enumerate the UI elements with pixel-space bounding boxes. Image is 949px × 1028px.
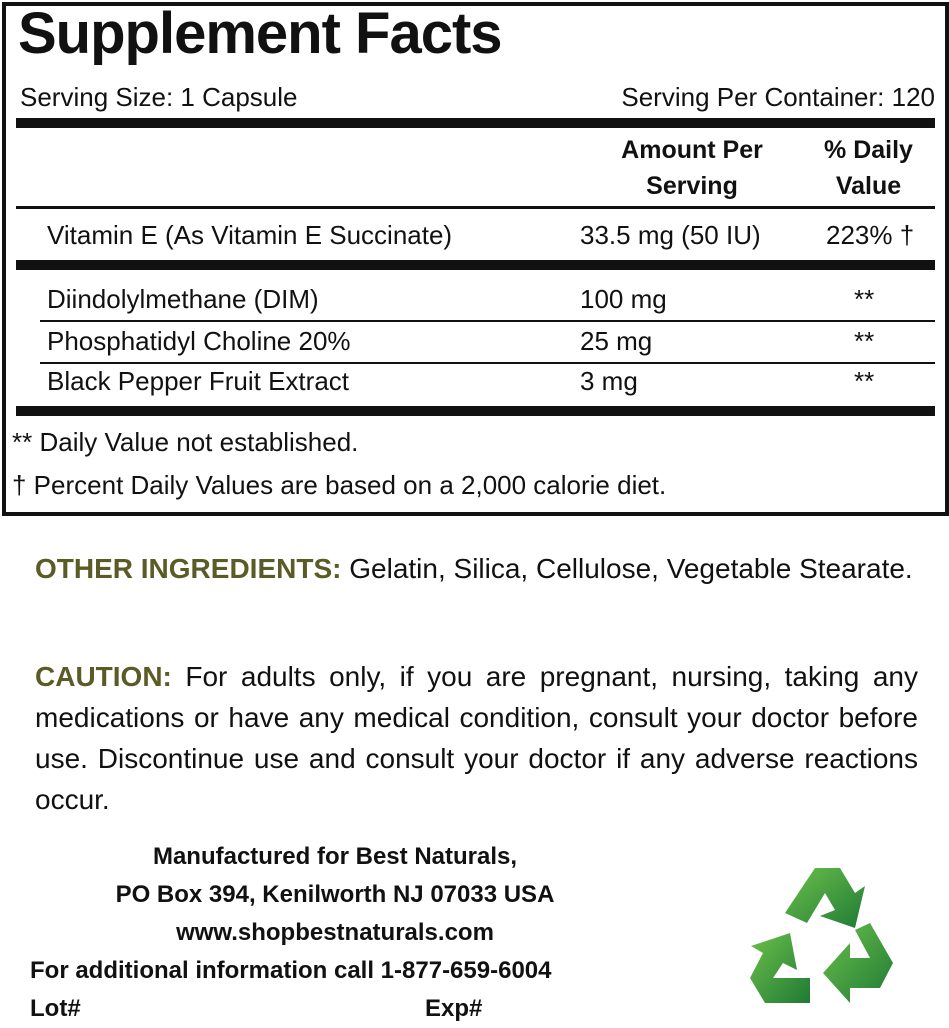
other-ingredients: OTHER INGREDIENTS: Gelatin, Silica, Cell… xyxy=(35,548,918,589)
nutrient-dv: 223% † xyxy=(826,220,915,250)
header-amount: Amount Per Serving xyxy=(602,132,782,204)
nutrient-name: Phosphatidyl Choline 20% xyxy=(47,326,351,356)
divider-row xyxy=(40,362,935,364)
header-amount-line: Serving xyxy=(646,172,738,200)
nutrient-dv: ** xyxy=(854,326,875,356)
facts-title: Supplement Facts xyxy=(18,1,503,66)
footnote-calorie: † Percent Daily Values are based on a 2,… xyxy=(12,470,667,500)
divider-row xyxy=(40,320,935,322)
nutrient-amount: 33.5 mg (50 IU) xyxy=(580,220,761,250)
nutrient-name: Vitamin E (As Vitamin E Succinate) xyxy=(47,220,453,250)
nutrient-dv: ** xyxy=(854,366,875,396)
exp-label: Exp# xyxy=(425,995,483,1022)
recycle-arrow xyxy=(823,923,893,1003)
header-daily-value: % Daily Value xyxy=(806,132,931,204)
divider-thick xyxy=(16,406,935,416)
other-ingredients-text: Gelatin, Silica, Cellulose, Vegetable St… xyxy=(349,553,913,584)
recycle-arrow xyxy=(785,868,865,928)
recycle-icon xyxy=(750,868,893,1003)
nutrient-amount: 100 mg xyxy=(580,284,667,314)
servings-per-container: Serving Per Container: 120 xyxy=(621,82,935,112)
manufacturer-website: www.shopbestnaturals.com xyxy=(176,919,494,946)
divider-thick xyxy=(16,118,935,128)
header-dv-line: % Daily xyxy=(824,136,913,164)
nutrient-dv: ** xyxy=(854,284,875,314)
footnote-dv: ** Daily Value not established. xyxy=(12,427,359,457)
nutrient-name: Black Pepper Fruit Extract xyxy=(47,366,349,396)
divider-thick xyxy=(16,260,935,270)
recycle-arrow xyxy=(750,933,810,1003)
other-ingredients-label: OTHER INGREDIENTS: xyxy=(35,553,342,584)
nutrient-amount: 25 mg xyxy=(580,326,653,356)
manufacturer-info: Manufactured for Best Naturals, PO Box 3… xyxy=(30,838,640,952)
header-amount-line: Amount Per xyxy=(621,136,763,164)
manufacturer-line: Manufactured for Best Naturals, xyxy=(152,843,518,870)
supplement-facts-panel: Supplement Facts Serving Size: 1 Capsule… xyxy=(2,1,949,516)
caution: CAUTION: For adults only, if you are pre… xyxy=(35,656,918,820)
nutrient-name: Diindolylmethane (DIM) xyxy=(47,284,319,314)
nutrient-amount: 3 mg xyxy=(580,366,638,396)
header-dv-line: Value xyxy=(835,172,902,200)
manufacturer-address: PO Box 394, Kenilworth NJ 07033 USA xyxy=(115,881,555,908)
serving-size: Serving Size: 1 Capsule xyxy=(20,82,298,112)
caution-label: CAUTION: xyxy=(35,661,172,692)
divider-thin xyxy=(16,206,935,209)
caution-text: For adults only, if you are pregnant, nu… xyxy=(35,661,919,815)
lot-label: Lot# xyxy=(30,995,81,1022)
manufacturer-phone: For additional information call 1-877-65… xyxy=(30,957,552,984)
